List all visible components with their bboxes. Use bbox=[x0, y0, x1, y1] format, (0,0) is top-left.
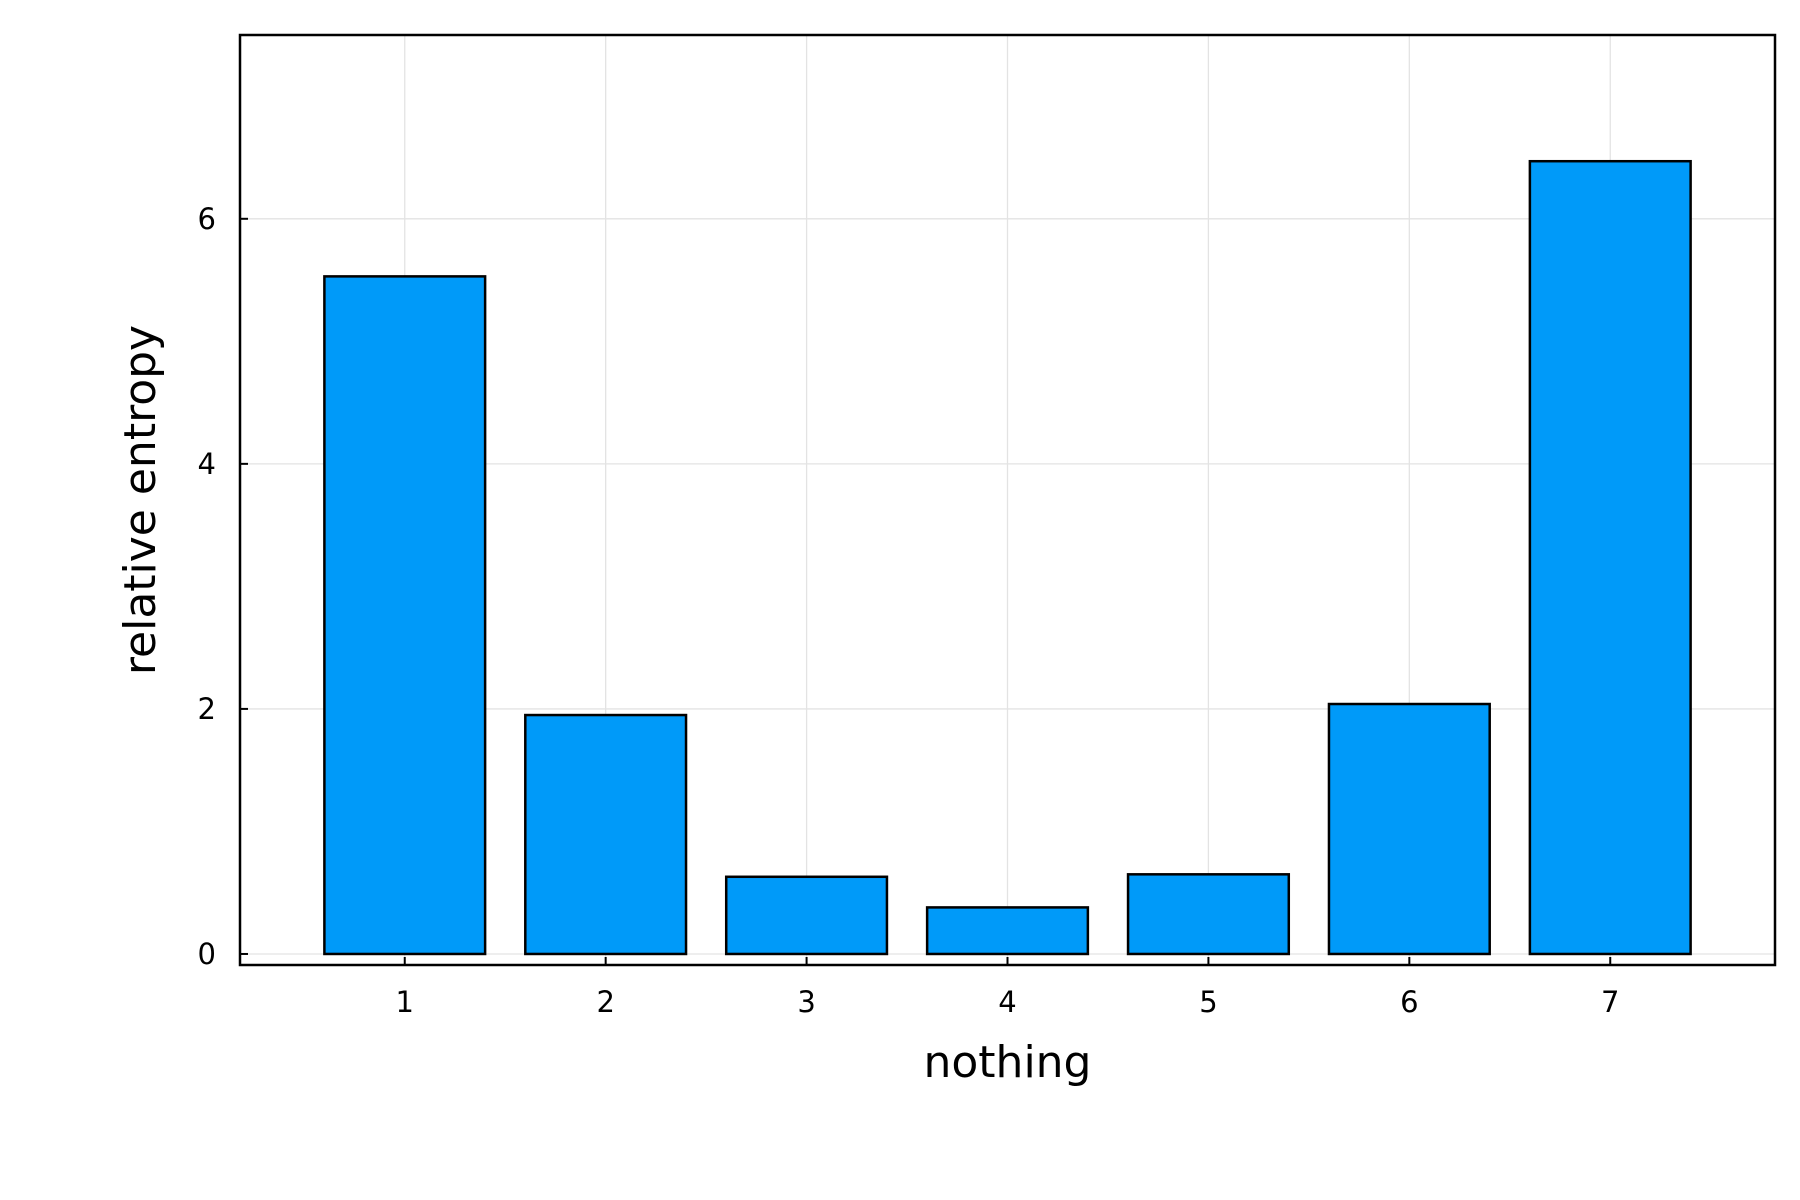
y-axis-ticks: 0 2 4 6 bbox=[198, 202, 248, 971]
bars bbox=[323, 159, 1692, 956]
x-axis-title: nothing bbox=[924, 1037, 1092, 1088]
y-axis-title: relative entropy bbox=[115, 325, 166, 675]
x-tick-label: 1 bbox=[396, 985, 414, 1019]
x-axis-ticks: 1 2 3 4 5 6 7 bbox=[396, 957, 1619, 1019]
x-tick-label: 3 bbox=[797, 985, 815, 1019]
x-tick-label: 5 bbox=[1199, 985, 1217, 1019]
y-tick-label: 6 bbox=[198, 202, 216, 236]
bar-4 bbox=[925, 906, 1090, 956]
x-tick-label: 6 bbox=[1400, 985, 1418, 1019]
bar-7 bbox=[1528, 159, 1692, 956]
x-tick-label: 4 bbox=[998, 985, 1016, 1019]
y-tick-label: 0 bbox=[198, 937, 216, 971]
y-tick-label: 2 bbox=[198, 692, 216, 726]
bar-6 bbox=[1327, 702, 1491, 956]
y-tick-label: 4 bbox=[198, 447, 216, 481]
bar-2 bbox=[524, 713, 688, 956]
grid-lines bbox=[240, 35, 1775, 965]
bar-5 bbox=[1126, 873, 1291, 956]
bar-3 bbox=[724, 875, 889, 956]
bar-1 bbox=[323, 275, 487, 956]
x-tick-label: 7 bbox=[1601, 985, 1619, 1019]
x-tick-label: 2 bbox=[596, 985, 614, 1019]
